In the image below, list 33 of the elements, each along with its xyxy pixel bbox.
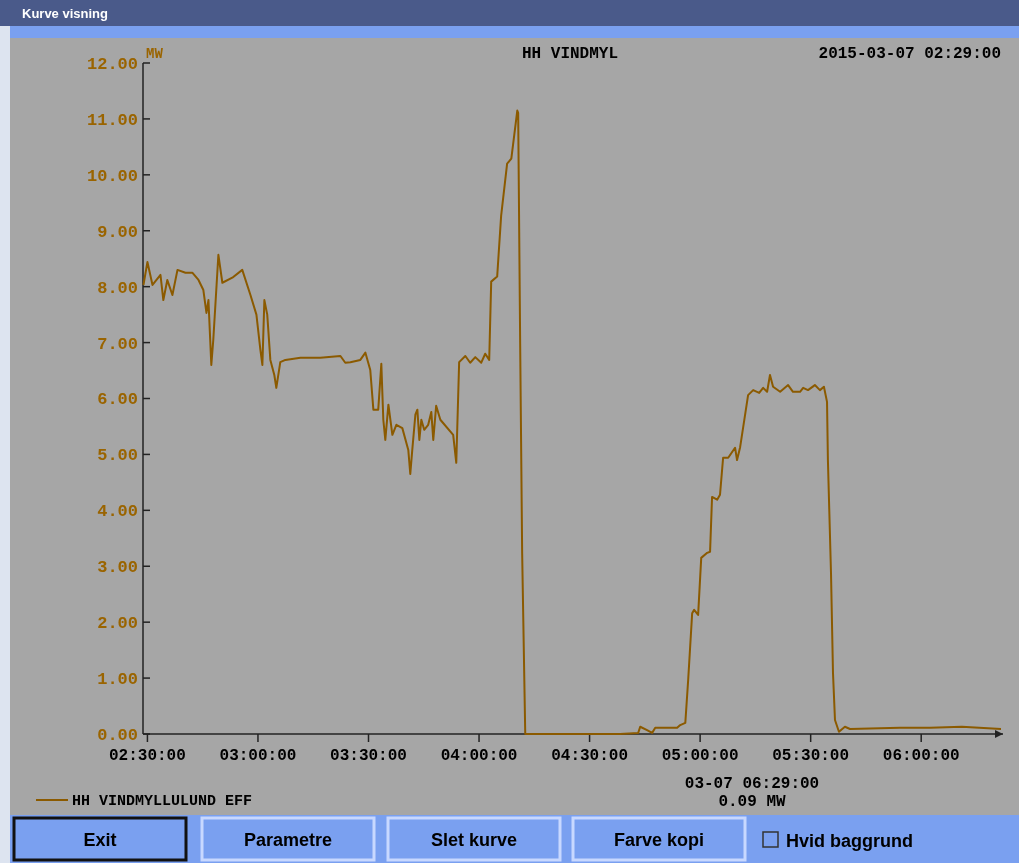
y-tick-label: 11.00	[86, 110, 138, 130]
y-tick-label: 12.00	[86, 54, 138, 74]
chart-title: HH VINDMYL	[521, 45, 619, 63]
x-tick-label: 03:00:00	[219, 747, 297, 765]
x-tick-label: 05:30:00	[772, 747, 850, 765]
x-tick-label: 04:00:00	[440, 747, 518, 765]
y-tick-label: 6.00	[97, 390, 138, 410]
x-tick-label: 02:30:00	[109, 747, 186, 765]
y-tick-label: 3.00	[97, 558, 138, 578]
x-tick-label: 05:00:00	[661, 747, 739, 765]
x-tick-label: 04:30:00	[551, 747, 628, 765]
y-tick-label: 2.00	[97, 614, 138, 634]
text: Parametre	[243, 830, 333, 850]
y-tick-label: 7.00	[97, 334, 138, 354]
y-tick-label: 8.00	[97, 278, 138, 298]
y-axis-title: MW	[146, 46, 164, 62]
y-tick-label: 4.00	[97, 502, 138, 522]
y-tick-label: 0.00	[97, 725, 138, 745]
text: 0.09 MW	[718, 793, 786, 811]
y-tick-label: 5.00	[97, 446, 138, 466]
text: 2015-03-07 02:29:00	[818, 45, 1001, 63]
text: 03-07 06:29:00	[684, 775, 820, 793]
text: Exit	[83, 830, 117, 850]
text: Slet kurve	[430, 830, 518, 850]
x-tick-label: 03:30:00	[330, 747, 407, 765]
text: Kurve visning	[22, 6, 109, 21]
y-tick-label: 10.00	[86, 166, 138, 186]
legend-label: HH VINDMYLLULUND EFF	[72, 793, 253, 810]
y-tick-label: 1.00	[97, 670, 138, 690]
text: Hvid baggrund	[786, 831, 913, 851]
x-tick-label: 06:00:00	[882, 747, 960, 765]
y-tick-label: 9.00	[97, 222, 138, 242]
text: Farve kopi	[613, 830, 705, 850]
